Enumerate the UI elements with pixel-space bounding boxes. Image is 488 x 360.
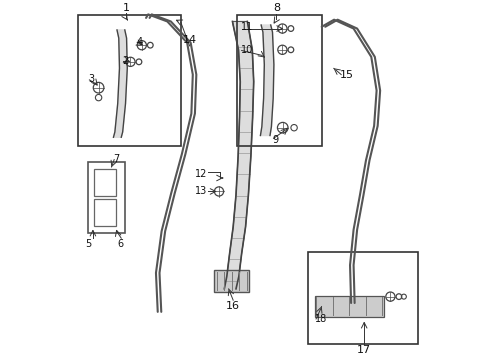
Text: 16: 16 [226, 301, 240, 311]
Text: 9: 9 [272, 135, 278, 145]
Bar [307, 252, 417, 345]
Polygon shape [224, 22, 253, 289]
Text: 5: 5 [84, 239, 91, 249]
Bar [94, 169, 116, 196]
Text: 4: 4 [136, 37, 142, 47]
Text: 6: 6 [117, 239, 123, 249]
Bar [314, 296, 383, 317]
Bar [237, 15, 322, 146]
Text: 18: 18 [315, 314, 327, 324]
Text: 3: 3 [88, 74, 95, 84]
Bar [214, 270, 248, 292]
Text: 11: 11 [241, 22, 253, 32]
Text: 13: 13 [195, 186, 207, 197]
Bar [94, 199, 116, 226]
Text: 10: 10 [241, 45, 253, 55]
Text: 2: 2 [122, 56, 128, 66]
Polygon shape [113, 30, 127, 137]
Text: 12: 12 [195, 170, 207, 179]
Polygon shape [260, 25, 273, 135]
Bar [88, 162, 125, 233]
Bar [78, 15, 181, 146]
Text: 8: 8 [272, 3, 279, 13]
Text: 15: 15 [340, 70, 353, 80]
Text: 7: 7 [113, 153, 120, 163]
Text: 14: 14 [182, 35, 196, 45]
Text: 17: 17 [356, 345, 370, 355]
Text: 1: 1 [122, 3, 129, 13]
